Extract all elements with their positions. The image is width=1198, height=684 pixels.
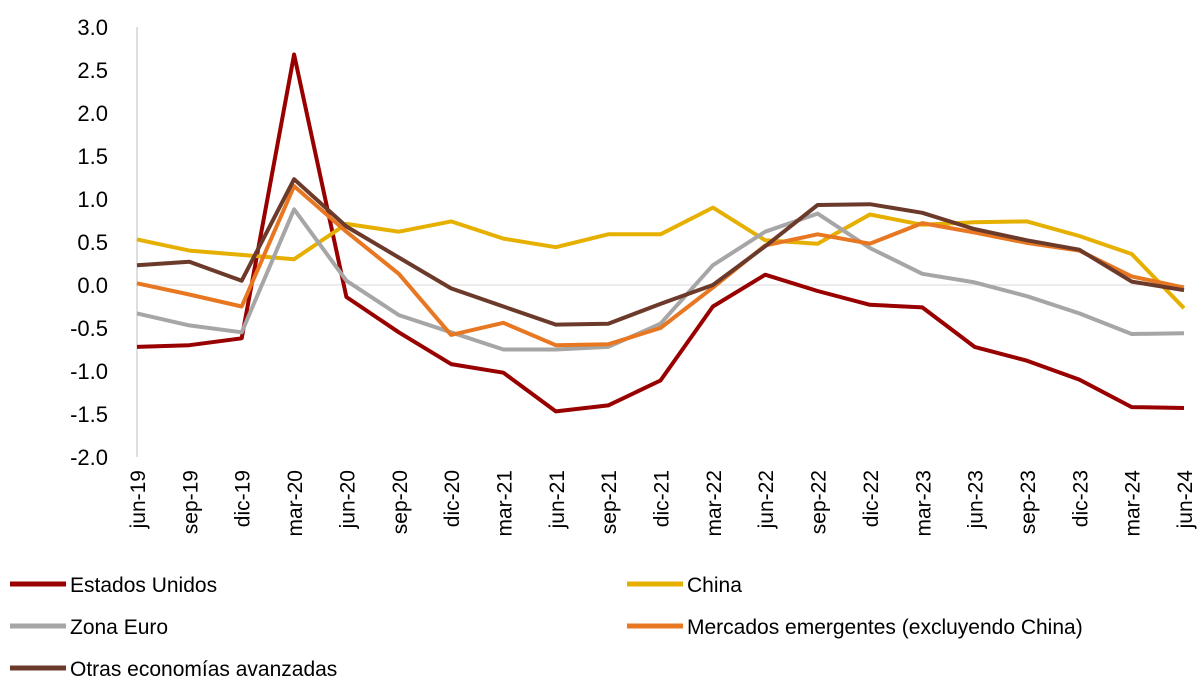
- x-tick-label: mar-23: [912, 470, 935, 537]
- y-tick-label: 1.0: [77, 187, 108, 212]
- legend-label: Mercados emergentes (excluyendo China): [687, 616, 1083, 639]
- x-tick-label: sep-23: [1017, 470, 1040, 534]
- y-tick-label: -2.0: [70, 445, 108, 470]
- legend-label: Zona Euro: [70, 616, 168, 639]
- x-tick-label: mar-21: [493, 470, 516, 537]
- x-tick-label: dic-21: [651, 470, 674, 527]
- x-tick-label: dic-23: [1069, 470, 1092, 527]
- series-line: [136, 177, 1185, 327]
- series-line: [136, 207, 1185, 352]
- x-tick-label: jun-22: [755, 470, 778, 529]
- series-line: [136, 184, 1185, 348]
- y-tick-label: 1.5: [77, 144, 108, 169]
- legend-label: Otras economías avanzadas: [70, 658, 337, 679]
- y-tick-label: 0.5: [77, 230, 108, 255]
- x-tick-label: jun-24: [1174, 470, 1197, 530]
- y-tick-label: -1.0: [70, 359, 108, 384]
- y-tick-label: -1.5: [70, 402, 108, 427]
- legend-label: China: [687, 574, 742, 597]
- y-tick-label: 0.0: [77, 273, 108, 298]
- x-tick-label: sep-20: [389, 470, 412, 534]
- x-tick-label: sep-19: [179, 470, 202, 534]
- x-tick-label: dic-22: [860, 470, 883, 527]
- x-tick-label: mar-22: [703, 470, 726, 537]
- series-line: [136, 205, 1186, 310]
- x-tick-label: mar-20: [284, 470, 307, 537]
- y-tick-label: 3.0: [77, 15, 108, 40]
- series-line: [136, 52, 1185, 414]
- x-tick-label: mar-24: [1122, 470, 1145, 537]
- x-tick-label: sep-21: [598, 470, 621, 534]
- y-tick-label: 2.0: [77, 101, 108, 126]
- y-tick-label: 2.5: [77, 58, 108, 83]
- x-tick-label: jun-21: [546, 470, 569, 529]
- x-tick-label: dic-19: [232, 470, 255, 527]
- x-tick-label: jun-23: [965, 470, 988, 529]
- legend-label: Estados Unidos: [70, 574, 217, 597]
- x-tick-label: jun-19: [127, 470, 150, 529]
- x-tick-label: dic-20: [441, 470, 464, 527]
- x-tick-label: jun-20: [336, 470, 359, 529]
- y-tick-label: -0.5: [70, 316, 108, 341]
- x-tick-label: sep-22: [808, 470, 831, 534]
